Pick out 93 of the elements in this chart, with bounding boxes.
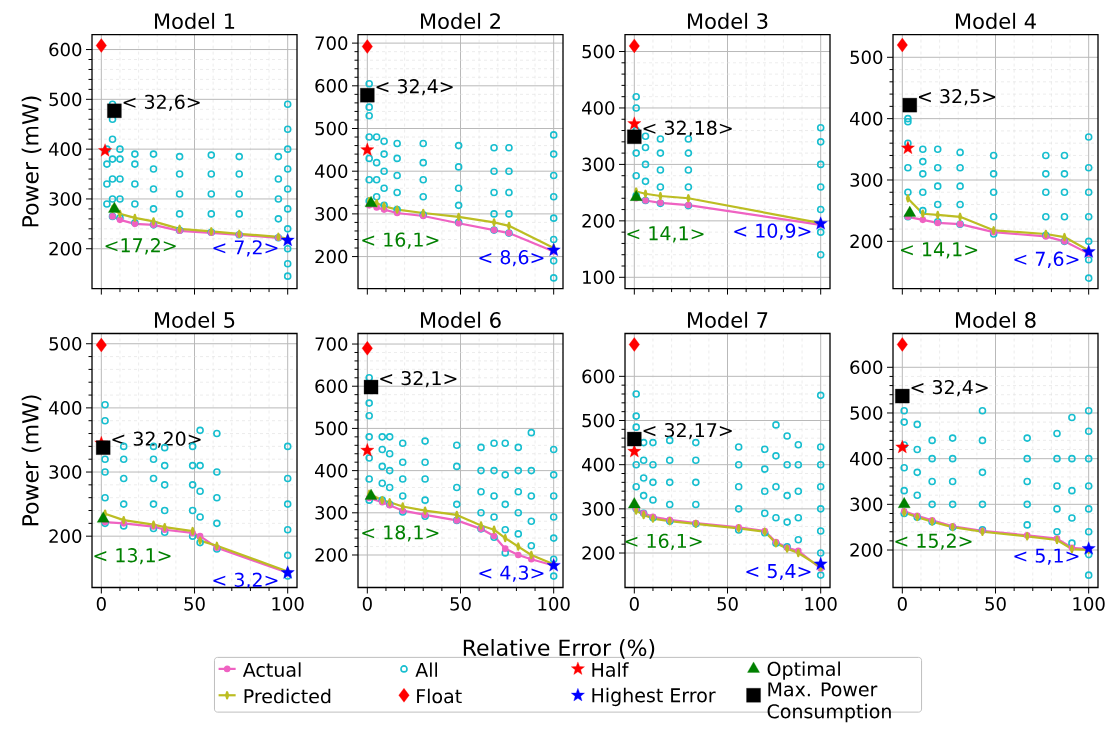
- annotation: <17,2>: [105, 238, 176, 255]
- annotation: < 32,4>: [911, 379, 988, 397]
- x-tick-label: 0: [362, 597, 372, 611]
- chart-title: Model 2: [421, 12, 500, 30]
- annotation: < 7,2>: [213, 240, 278, 257]
- x-axis-title: Relative Error (%): [463, 639, 655, 659]
- x-tick-label: 100: [805, 597, 837, 611]
- annotation: < 15,2>: [895, 533, 972, 550]
- x-tick-label: 50: [184, 597, 205, 611]
- x-tick-label: 100: [1073, 597, 1105, 611]
- y-tick-label: 300: [582, 502, 615, 516]
- y-tick-label: 400: [315, 463, 348, 478]
- y-tick-label: 200: [49, 529, 82, 543]
- annotation: < 13,1>: [94, 548, 171, 565]
- x-tick-label: 50: [450, 597, 471, 611]
- y-tick-label: 100: [583, 270, 615, 285]
- annotation: < 14,1>: [900, 242, 978, 259]
- y-tick-label: 600: [850, 360, 883, 375]
- annotation: < 32,6>: [123, 94, 200, 111]
- legend-label: Predicted: [244, 688, 331, 704]
- y-tick-label: 500: [850, 50, 883, 65]
- y-tick-label: 500: [850, 406, 883, 420]
- x-tick-label: 0: [96, 597, 106, 611]
- annotation: < 32,17>: [643, 422, 732, 440]
- annotation: < 8,6>: [479, 250, 544, 267]
- annotation: < 5,4>: [746, 564, 811, 581]
- y-tick-label: 600: [582, 369, 615, 384]
- y-tick-label: 500: [582, 44, 615, 59]
- y-tick-label: 200: [582, 214, 615, 228]
- x-tick-label: 0: [897, 597, 907, 611]
- legend-label: Actual: [242, 662, 301, 678]
- annotation: < 7,6>: [1014, 251, 1079, 268]
- annotation: < 4,3>: [479, 565, 544, 582]
- x-tick-label: 100: [538, 597, 570, 611]
- legend-label: All: [415, 662, 438, 677]
- y-tick-label: 400: [582, 457, 615, 472]
- y-tick-label: 500: [315, 121, 348, 136]
- y-tick-label: 600: [315, 79, 348, 93]
- y-tick-label: 400: [49, 401, 82, 415]
- annotation: < 32,18>: [643, 120, 732, 137]
- y-tick-label: 500: [315, 421, 348, 436]
- chart-title: Model 4: [956, 12, 1036, 30]
- x-tick-label: 0: [629, 597, 639, 611]
- chart-title: Model 1: [155, 12, 235, 30]
- y-tick-label: 700: [315, 36, 348, 50]
- y-tick-label: 300: [49, 465, 82, 479]
- legend-label: Optimal: [767, 661, 840, 680]
- chart-title: Model 7: [688, 311, 768, 328]
- x-tick-label: 50: [717, 597, 738, 611]
- chart-title: Model 3: [688, 12, 768, 30]
- y-tick-label: 600: [315, 379, 348, 394]
- annotation: < 14,1>: [627, 226, 704, 243]
- chart-title: Model 8: [956, 311, 1036, 328]
- legend-label: Max. Power Consumption: [767, 682, 891, 723]
- x-tick-label: 50: [985, 597, 1006, 611]
- chart-title: Model 6: [421, 311, 501, 328]
- y-tick-label: 400: [315, 164, 348, 178]
- chart-title: Model 5: [155, 311, 235, 328]
- y-tick-label: 200: [315, 548, 348, 562]
- y-tick-label: 300: [850, 497, 883, 512]
- y-tick-label: 400: [850, 451, 883, 466]
- annotation: < 16,1>: [362, 232, 439, 249]
- y-tick-label: 500: [49, 336, 82, 351]
- y-tick-label: 300: [582, 157, 615, 172]
- y-tick-label: 400: [49, 142, 82, 156]
- legend-label: Highest Error: [592, 687, 716, 707]
- y-tick-label: 500: [49, 92, 82, 107]
- annotation: < 32,1>: [380, 370, 457, 388]
- y-axis-title: Power (mW): [21, 395, 42, 526]
- annotation: < 32,5>: [918, 88, 996, 106]
- y-tick-label: 200: [850, 543, 883, 557]
- y-tick-label: 400: [850, 111, 883, 126]
- y-tick-label: 700: [315, 337, 348, 351]
- annotation: < 5,1>: [1014, 548, 1079, 565]
- annotation: < 10,9>: [734, 223, 811, 240]
- annotation: < 18,1>: [362, 525, 439, 542]
- y-tick-label: 300: [850, 173, 883, 187]
- y-tick-label: 400: [582, 101, 615, 115]
- annotation: < 32,4>: [376, 79, 453, 96]
- y-axis-title: Power (mW): [21, 96, 42, 227]
- x-tick-label: 100: [272, 597, 304, 611]
- y-tick-label: 200: [315, 249, 348, 264]
- y-tick-label: 300: [49, 192, 82, 206]
- y-tick-label: 200: [850, 234, 883, 249]
- y-tick-label: 300: [315, 207, 348, 221]
- y-tick-label: 500: [582, 413, 615, 428]
- y-tick-label: 200: [49, 241, 82, 256]
- y-tick-label: 300: [315, 506, 348, 520]
- y-tick-label: 200: [582, 546, 615, 560]
- y-tick-label: 600: [49, 42, 82, 57]
- annotation: < 3,2>: [213, 572, 278, 589]
- legend-label: Float: [417, 688, 462, 704]
- legend-label: Half: [592, 662, 629, 678]
